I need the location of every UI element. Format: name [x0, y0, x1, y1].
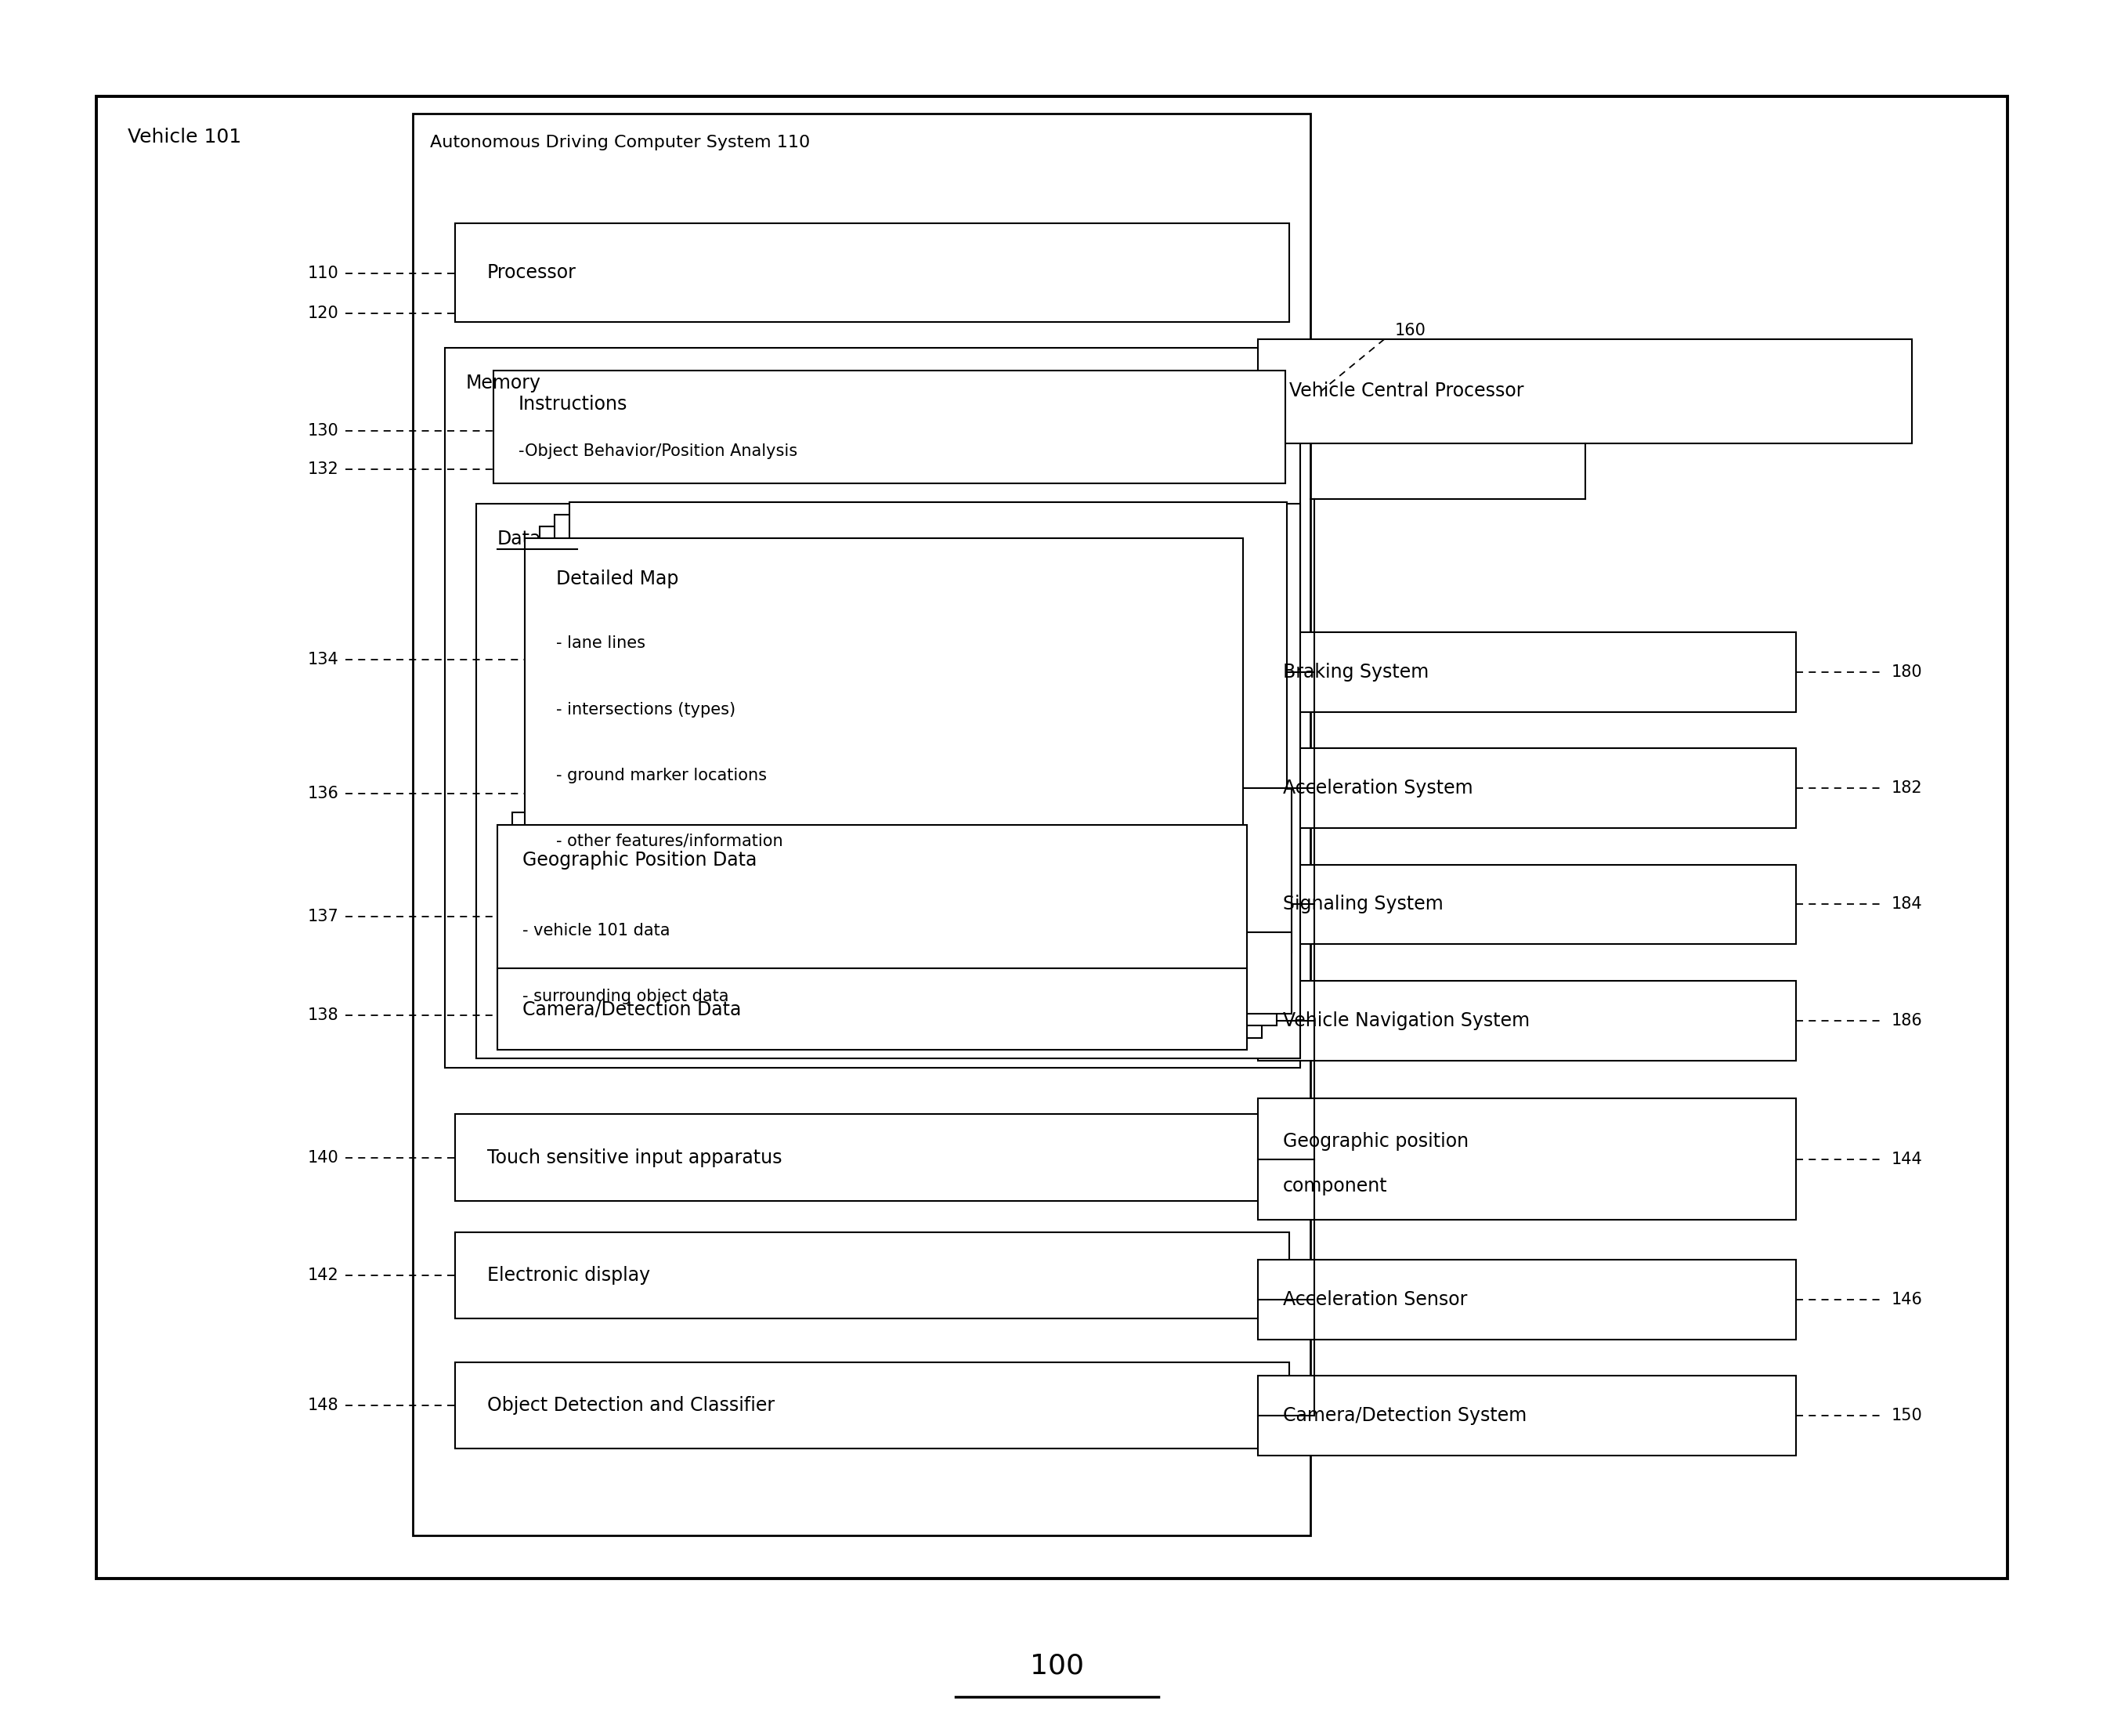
Text: Vehicle Central Processor: Vehicle Central Processor	[1290, 382, 1524, 401]
FancyBboxPatch shape	[476, 503, 1300, 1059]
Text: -Object Behavior/Position Analysis: -Object Behavior/Position Analysis	[518, 444, 797, 460]
FancyBboxPatch shape	[539, 526, 1258, 865]
Text: Acceleration System: Acceleration System	[1283, 779, 1473, 797]
Text: 130: 130	[309, 424, 338, 439]
Text: 150: 150	[1892, 1408, 1922, 1424]
Text: 100: 100	[1030, 1653, 1084, 1679]
FancyBboxPatch shape	[1258, 1260, 1797, 1340]
Text: Camera/Detection Data: Camera/Detection Data	[522, 1000, 742, 1019]
FancyBboxPatch shape	[1258, 981, 1797, 1061]
Text: 144: 144	[1892, 1151, 1922, 1167]
FancyBboxPatch shape	[1258, 339, 1913, 443]
FancyBboxPatch shape	[541, 788, 1292, 953]
FancyBboxPatch shape	[455, 222, 1290, 321]
Text: 134: 134	[309, 653, 338, 668]
FancyBboxPatch shape	[1258, 632, 1797, 712]
Text: Camera/Detection System: Camera/Detection System	[1283, 1406, 1526, 1425]
FancyBboxPatch shape	[455, 1363, 1290, 1450]
Text: 132: 132	[309, 462, 338, 477]
FancyBboxPatch shape	[497, 969, 1247, 1050]
Text: 182: 182	[1892, 781, 1922, 797]
FancyBboxPatch shape	[1258, 1099, 1797, 1220]
Text: 120: 120	[309, 306, 338, 321]
Text: Electronic display: Electronic display	[486, 1266, 649, 1285]
Text: Instructions: Instructions	[518, 394, 628, 413]
Text: 137: 137	[309, 908, 338, 924]
FancyBboxPatch shape	[1258, 1377, 1797, 1457]
Text: Touch sensitive input apparatus: Touch sensitive input apparatus	[486, 1147, 782, 1167]
Text: Detailed Map: Detailed Map	[556, 569, 679, 589]
Text: - vehicle 101 data: - vehicle 101 data	[522, 924, 670, 939]
FancyBboxPatch shape	[1258, 748, 1797, 828]
Text: - intersections (types): - intersections (types)	[556, 701, 736, 717]
Text: Geographic position: Geographic position	[1283, 1132, 1469, 1151]
FancyBboxPatch shape	[497, 825, 1247, 990]
Text: Braking System: Braking System	[1283, 663, 1429, 682]
Text: Signaling System: Signaling System	[1283, 896, 1444, 913]
Text: Vehicle 101: Vehicle 101	[127, 128, 241, 146]
FancyBboxPatch shape	[541, 932, 1292, 1014]
Text: Geographic Position Data: Geographic Position Data	[522, 851, 757, 870]
Text: Memory: Memory	[465, 373, 541, 392]
Text: 184: 184	[1892, 896, 1922, 911]
FancyBboxPatch shape	[512, 957, 1262, 1038]
Text: 148: 148	[309, 1397, 338, 1413]
FancyBboxPatch shape	[455, 1233, 1290, 1319]
Text: - surrounding object data: - surrounding object data	[522, 990, 729, 1005]
FancyBboxPatch shape	[569, 502, 1287, 840]
FancyBboxPatch shape	[554, 514, 1273, 852]
FancyBboxPatch shape	[526, 944, 1277, 1026]
Text: 160: 160	[1395, 323, 1427, 339]
Text: component: component	[1283, 1177, 1387, 1196]
Text: 110: 110	[309, 266, 338, 281]
FancyBboxPatch shape	[455, 1115, 1290, 1201]
Text: Autonomous Driving Computer System 110: Autonomous Driving Computer System 110	[429, 135, 810, 151]
Text: Vehicle Navigation System: Vehicle Navigation System	[1283, 1010, 1531, 1029]
FancyBboxPatch shape	[524, 538, 1243, 877]
Text: 136: 136	[309, 786, 338, 802]
FancyBboxPatch shape	[412, 115, 1311, 1536]
Text: Processor: Processor	[486, 264, 575, 281]
Text: 180: 180	[1892, 665, 1922, 681]
Text: 146: 146	[1892, 1292, 1922, 1307]
Text: Object Detection and Classifier: Object Detection and Classifier	[486, 1396, 774, 1415]
FancyBboxPatch shape	[1258, 865, 1797, 944]
Text: 138: 138	[309, 1007, 338, 1023]
Text: - ground marker locations: - ground marker locations	[556, 767, 767, 783]
Text: 186: 186	[1892, 1012, 1922, 1028]
Text: Acceleration Sensor: Acceleration Sensor	[1283, 1290, 1467, 1309]
FancyBboxPatch shape	[512, 812, 1262, 977]
Text: - other features/information: - other features/information	[556, 833, 784, 849]
Text: Data: Data	[497, 529, 541, 549]
Text: 140: 140	[309, 1149, 338, 1165]
Text: - lane lines: - lane lines	[556, 635, 645, 651]
Text: 142: 142	[309, 1267, 338, 1283]
FancyBboxPatch shape	[444, 347, 1300, 1068]
FancyBboxPatch shape	[493, 370, 1285, 483]
FancyBboxPatch shape	[95, 97, 2008, 1578]
FancyBboxPatch shape	[526, 800, 1277, 965]
